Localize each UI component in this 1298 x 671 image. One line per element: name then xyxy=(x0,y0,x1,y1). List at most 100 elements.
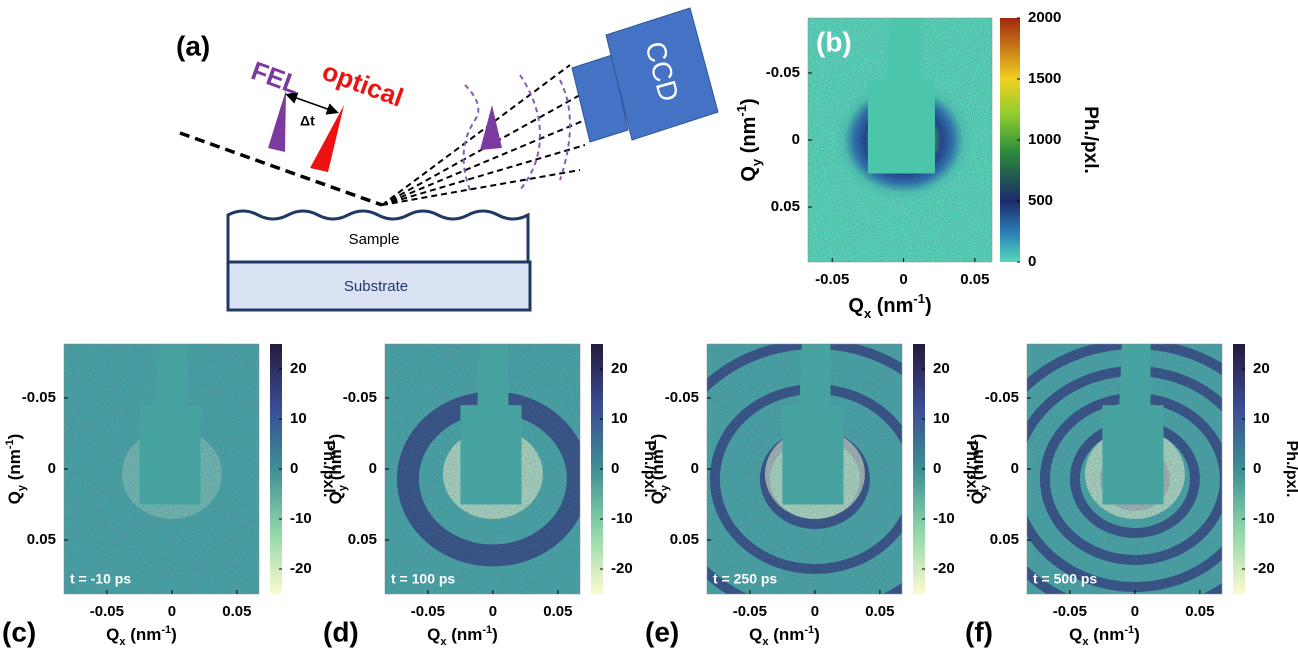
colorbar-tick-label: -10 xyxy=(1253,510,1275,527)
y-tick-label: -0.05 xyxy=(766,64,800,81)
axis-label-part: x xyxy=(762,636,769,648)
heatmap xyxy=(808,18,992,262)
axis-label-part: -1 xyxy=(804,624,814,636)
x-tick-label: 0.05 xyxy=(865,603,894,620)
substrate-label: Substrate xyxy=(344,278,408,295)
wavefronts xyxy=(462,74,571,191)
colorbar-label: Ph./pxl. xyxy=(320,441,337,498)
scattered-beams xyxy=(381,64,586,206)
x-tick-label: -0.05 xyxy=(411,603,445,620)
axis-label-part: ) xyxy=(648,434,667,440)
x-axis-label: Qx (nm-1) xyxy=(106,624,177,648)
axis-label-part: Q xyxy=(1069,625,1082,644)
axis-label-part: -1 xyxy=(734,105,749,117)
y-axis-label: Qy (nm-1) xyxy=(4,434,28,505)
panel-label: (f) xyxy=(965,616,993,647)
x-tick-label: 0 xyxy=(1131,603,1139,620)
time-label: t = 100 ps xyxy=(391,571,455,587)
colorbar-label: Ph./pxl. xyxy=(1080,106,1101,174)
colorbar-tick-label: 500 xyxy=(1028,192,1053,209)
colorbar-label: Ph./pxl. xyxy=(963,441,980,498)
y-axis-label: Qy (nm-1) xyxy=(734,98,764,181)
axis-label-part: ) xyxy=(1134,625,1140,644)
colorbar-label: Ph./pxl. xyxy=(1283,441,1298,498)
axis-label-part: ) xyxy=(171,625,177,644)
y-tick-label: 0.05 xyxy=(771,198,800,215)
axis-label-part: -1 xyxy=(325,439,337,449)
y-tick-label: 0 xyxy=(48,460,56,477)
axis-label-part: -1 xyxy=(913,291,925,306)
y-tick-label: 0 xyxy=(369,460,377,477)
axis-label-part: y xyxy=(337,484,349,491)
x-axis-label: Qx (nm-1) xyxy=(848,291,931,321)
axis-label-part: -1 xyxy=(647,439,659,449)
axis-label-part: ) xyxy=(925,295,932,317)
y-tick-label: 0 xyxy=(691,460,699,477)
panel-label: (d) xyxy=(323,616,359,647)
colorbar-tick-label: 0 xyxy=(611,460,619,477)
colorbar-tick-label: -20 xyxy=(290,560,312,577)
ccd-lens xyxy=(571,54,629,143)
colorbar-tick-label: 10 xyxy=(1253,410,1270,427)
axis-label-part: ) xyxy=(492,625,498,644)
axis-label-part: ) xyxy=(326,434,345,440)
beam-stop xyxy=(139,344,201,505)
y-tick-label: -0.05 xyxy=(665,389,699,406)
beam-stop xyxy=(782,344,844,505)
x-tick-label: 0.05 xyxy=(960,271,989,288)
colorbar-tick-label: 0 xyxy=(933,460,941,477)
y-tick-label: 0.05 xyxy=(27,531,56,548)
x-axis-label: Qx (nm-1) xyxy=(1069,624,1140,648)
axis-label-part: y xyxy=(749,158,764,166)
beam-stop xyxy=(867,18,935,174)
axis-label-part: -1 xyxy=(1124,624,1134,636)
axis-label-part: -1 xyxy=(482,624,492,636)
colorbar-tick-label: 1000 xyxy=(1028,131,1061,148)
axis-label-part: y xyxy=(659,484,671,491)
axis-label-part: -1 xyxy=(161,624,171,636)
axis-label-part: Q xyxy=(968,491,987,504)
colorbar-tick-label: -20 xyxy=(1253,560,1275,577)
heatmap xyxy=(1027,344,1222,594)
time-label: t = 500 ps xyxy=(1033,571,1097,587)
optical-label: optical xyxy=(318,56,407,113)
axis-label-part: ) xyxy=(968,434,987,440)
x-tick-label: 0 xyxy=(489,603,497,620)
ccd-body xyxy=(605,7,719,141)
axis-label-part: x xyxy=(440,636,447,648)
colorbar xyxy=(270,344,282,594)
axis-label-part: (nm xyxy=(126,625,162,644)
colorbar-tick-label: 2000 xyxy=(1028,9,1061,26)
axis-label-part: Q xyxy=(749,625,762,644)
axis-label-part: (nm xyxy=(738,117,760,159)
colorbar-tick-label: 0 xyxy=(1028,253,1036,270)
x-tick-label: 0 xyxy=(811,603,819,620)
x-tick-label: 0 xyxy=(168,603,176,620)
axis-label-part: Q xyxy=(848,295,864,317)
heatmap xyxy=(64,344,259,594)
axis-label-part: (nm xyxy=(326,449,345,485)
axis-label-part: Q xyxy=(738,166,760,182)
colorbar xyxy=(1233,344,1245,594)
axis-label-part: Q xyxy=(326,491,345,504)
panel-label: (b) xyxy=(816,26,852,57)
colorbar-tick-label: 1500 xyxy=(1028,70,1061,87)
time-label: t = 250 ps xyxy=(713,571,777,587)
heatmap xyxy=(707,344,902,594)
colorbar-tick-label: 20 xyxy=(1253,360,1270,377)
panel-label: (e) xyxy=(645,616,679,647)
scattered-pulse xyxy=(480,105,502,150)
y-axis-label: Qy (nm-1) xyxy=(325,434,349,505)
axis-label-part: (nm xyxy=(648,449,667,485)
colorbar-tick-label: 10 xyxy=(290,410,307,427)
colorbar-tick-label: 20 xyxy=(290,360,307,377)
axis-label-part: y xyxy=(979,484,991,491)
optical-pulse xyxy=(310,105,344,172)
colorbar-tick-label: 0 xyxy=(290,460,298,477)
fel-pulse xyxy=(268,90,286,152)
axis-label-part: ) xyxy=(814,625,820,644)
colorbar xyxy=(1000,18,1020,262)
y-tick-label: 0.05 xyxy=(990,531,1019,548)
axis-label-part: Q xyxy=(5,491,24,504)
axis-label-part: x xyxy=(864,306,872,321)
